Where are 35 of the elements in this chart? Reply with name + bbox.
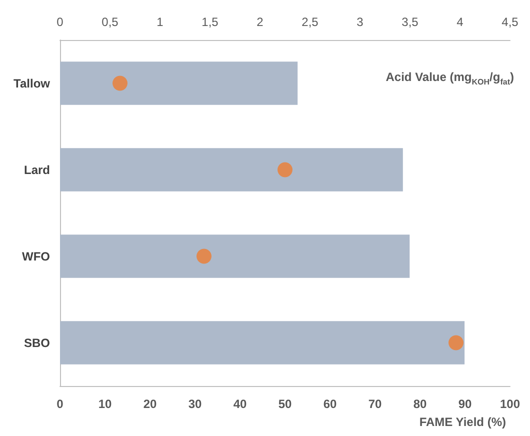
x-tick-label: 80 <box>413 397 427 411</box>
x-tick-label: 50 <box>278 397 292 411</box>
x2-tick-label: 4,5 <box>502 15 519 29</box>
x-tick-label: 90 <box>458 397 472 411</box>
x2-tick-label: 1 <box>156 15 164 29</box>
point <box>112 76 128 91</box>
x-tick-label: 20 <box>143 397 157 411</box>
x2-tick-label: 3 <box>356 15 364 29</box>
y-tick-label: Tallow <box>14 76 51 90</box>
y-tick-label: SBO <box>24 336 50 350</box>
point <box>278 162 292 178</box>
x2-tick-label: 4 <box>456 15 464 29</box>
x2-tick-label: 0 <box>56 15 64 29</box>
point <box>448 335 464 350</box>
x-tick-label: 10 <box>98 397 112 411</box>
x2-tick-label: 2,5 <box>302 15 319 29</box>
x-tick-label: 30 <box>188 397 202 411</box>
bar <box>60 62 298 105</box>
x-tick-label: 70 <box>368 397 382 411</box>
y-tick-label: Lard <box>24 162 50 177</box>
x2-tick-label: 0,5 <box>102 15 119 29</box>
x2-tick-label: 3,5 <box>402 15 419 29</box>
x-tick-label: 40 <box>233 397 247 411</box>
x-tick-label: 60 <box>323 397 337 411</box>
x2-tick-label: 1,5 <box>202 15 219 29</box>
x-tick-label: 100 <box>500 397 520 411</box>
point <box>196 248 212 264</box>
bar <box>60 321 465 364</box>
x2-tick-label: 2 <box>256 15 264 29</box>
x2-axis-title: Acid Value (mg$_{KOH}$/g$_{fat}$) <box>386 70 514 86</box>
y-tick-label: WFO <box>22 249 50 264</box>
bar <box>60 148 403 192</box>
x-axis-title: FAME Yield (%) <box>419 415 506 429</box>
x-tick-label: 0 <box>56 397 64 411</box>
bar <box>60 234 410 278</box>
